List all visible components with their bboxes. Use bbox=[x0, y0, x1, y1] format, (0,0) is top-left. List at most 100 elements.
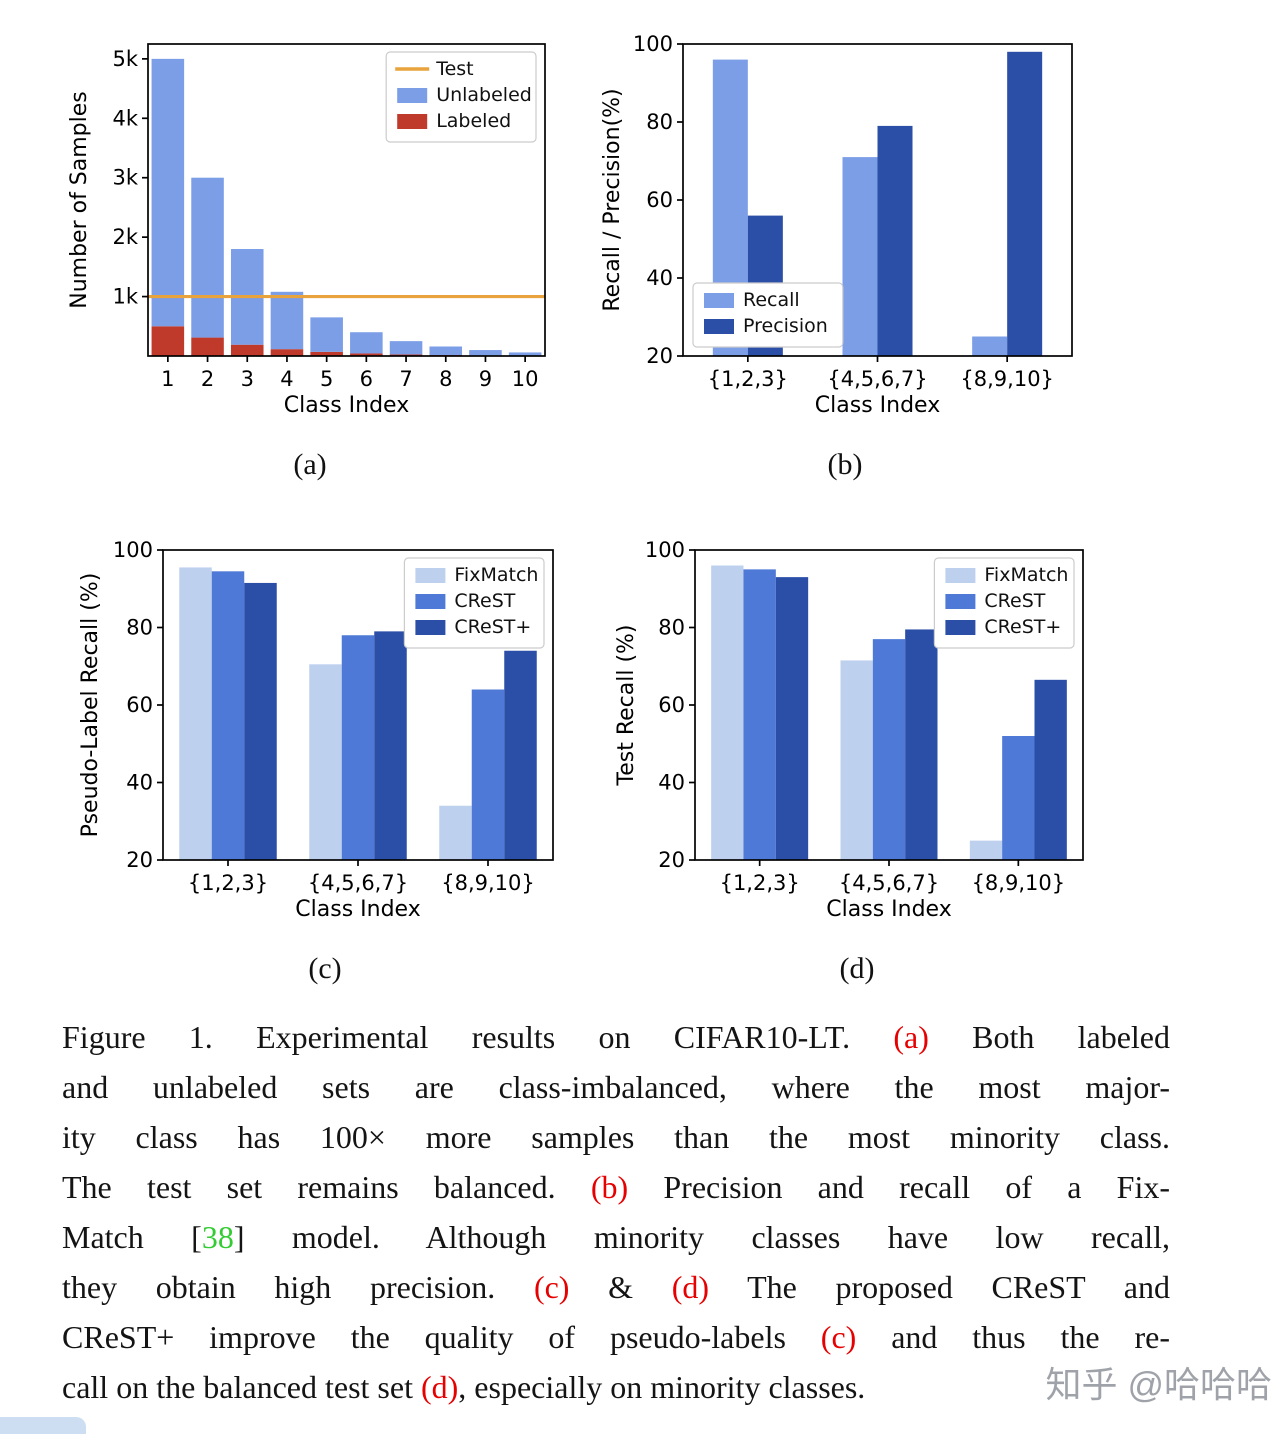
x-tick-label: {4,5,6,7} bbox=[839, 871, 939, 895]
chart-svg-a: 1k 2k 3k 4k 5k 1 2 3 4 5 6 7 8 9 10 Class Index Number o… bbox=[67, 43, 546, 418]
bar-crest bbox=[471, 689, 505, 860]
bar-fixmatch bbox=[969, 840, 1003, 860]
legend-swatch-rect bbox=[704, 293, 734, 308]
bar-crest bbox=[872, 639, 906, 860]
bar-crest+ bbox=[775, 577, 809, 860]
y-tick-label: 1k bbox=[112, 285, 138, 309]
caption-text: & bbox=[569, 1269, 672, 1305]
caption-text: Figure 1. Experimental results on CIFAR1… bbox=[62, 1019, 894, 1055]
bar-precision bbox=[877, 125, 913, 357]
bar-fixmatch bbox=[179, 567, 212, 860]
x-tick-label: {8,9,10} bbox=[441, 871, 535, 895]
y-axis-label: Number of Samples bbox=[67, 91, 92, 309]
x-tick-label: {8,9,10} bbox=[972, 871, 1066, 895]
bar-crest+ bbox=[374, 631, 407, 860]
legend-swatch-rect bbox=[397, 88, 428, 103]
bar-crest+ bbox=[504, 650, 537, 860]
panel-label-a: (a) bbox=[293, 448, 327, 481]
caption-line: Match [38] model. Although minority clas… bbox=[62, 1212, 1170, 1262]
bar-labeled bbox=[350, 353, 383, 356]
legend-swatch-rect bbox=[415, 594, 446, 609]
legend-swatch-rect bbox=[415, 620, 446, 635]
chart-d-test-recall: 20 40 60 80 100 {1,2,3} {4,5,6,7} {8,9,10} Class… bbox=[607, 520, 1107, 922]
bar-labeled bbox=[230, 344, 264, 356]
legend-label: Test bbox=[435, 58, 473, 80]
legend-label: Precision bbox=[743, 315, 828, 337]
legend-label: CReST+ bbox=[454, 616, 531, 638]
bar-crest+ bbox=[1034, 679, 1067, 860]
bar-precision bbox=[1007, 51, 1043, 357]
corner-decoration bbox=[0, 1417, 86, 1434]
bar-unlabeled bbox=[469, 350, 502, 356]
bar-labeled bbox=[191, 337, 224, 356]
axes-frame bbox=[147, 43, 546, 357]
y-axis-label: Recall / Precision(%) bbox=[600, 88, 625, 311]
caption-text: , especially on minority classes. bbox=[458, 1369, 866, 1405]
legend-swatch-rect bbox=[704, 319, 734, 334]
legend-label: Labeled bbox=[436, 110, 511, 132]
bar-unlabeled bbox=[191, 177, 224, 338]
bar-unlabeled bbox=[310, 317, 343, 352]
caption-text: Match [ bbox=[62, 1219, 202, 1255]
x-tick-label: {8,9,10} bbox=[960, 367, 1054, 391]
bar-unlabeled bbox=[350, 332, 383, 354]
panel-label-b: (b) bbox=[827, 448, 863, 481]
y-tick-label: 60 bbox=[126, 693, 153, 717]
caption-line: The test set remains balanced. (b) Preci… bbox=[62, 1162, 1170, 1212]
bar-unlabeled bbox=[429, 346, 463, 356]
x-tick-label: {1,2,3} bbox=[720, 871, 800, 895]
x-tick-label: 3 bbox=[241, 367, 254, 391]
caption-text: CReST+ improve the quality of pseudo-lab… bbox=[62, 1319, 821, 1355]
chart-a-class-distribution: 1k 2k 3k 4k 5k 1 2 3 4 5 6 7 8 9 10 Class Index Number o… bbox=[60, 15, 560, 418]
bar-fixmatch bbox=[309, 664, 342, 860]
x-tick-label: 4 bbox=[280, 367, 293, 391]
x-tick-label: 6 bbox=[360, 367, 373, 391]
caption-text: ity class has 100× more samples than the… bbox=[62, 1119, 1170, 1155]
legend-label: Recall bbox=[743, 289, 800, 311]
x-tick-label: 9 bbox=[479, 367, 492, 391]
caption-line: CReST+ improve the quality of pseudo-lab… bbox=[62, 1312, 1170, 1362]
legend-label: FixMatch bbox=[454, 564, 538, 586]
caption-ref-red: (c) bbox=[533, 1269, 570, 1305]
caption-ref-red: (d) bbox=[671, 1269, 709, 1305]
legend-swatch-rect bbox=[945, 568, 976, 583]
y-tick-label: 20 bbox=[658, 848, 685, 872]
y-tick-label: 60 bbox=[646, 188, 673, 212]
bar-unlabeled bbox=[389, 341, 423, 355]
y-tick-label: 60 bbox=[658, 693, 685, 717]
y-tick-label: 40 bbox=[126, 771, 153, 795]
bar-unlabeled bbox=[508, 352, 542, 356]
caption-ref-red: (a) bbox=[893, 1019, 929, 1055]
bar-crest bbox=[743, 569, 776, 860]
legend-swatch-rect bbox=[945, 620, 976, 635]
y-tick-label: 3k bbox=[112, 166, 138, 190]
bar-recall bbox=[972, 336, 1008, 356]
bar-crest+ bbox=[905, 629, 938, 860]
caption-line: ity class has 100× more samples than the… bbox=[62, 1112, 1170, 1162]
y-tick-label: 40 bbox=[658, 771, 685, 795]
legend-label: Unlabeled bbox=[436, 84, 532, 106]
y-tick-label: 100 bbox=[645, 538, 685, 562]
legend-swatch-rect bbox=[397, 114, 428, 129]
x-tick-label: 10 bbox=[512, 367, 539, 391]
y-tick-label: 2k bbox=[112, 225, 138, 249]
bar-fixmatch bbox=[439, 805, 472, 860]
caption-ref-red: (d) bbox=[420, 1369, 459, 1405]
y-tick-label: 20 bbox=[646, 344, 673, 368]
caption-line: and unlabeled sets are class-imbalanced,… bbox=[62, 1062, 1170, 1112]
legend-swatch-rect bbox=[945, 594, 976, 609]
caption-line: call on the balanced test set (d), espec… bbox=[62, 1362, 1170, 1412]
caption-text: they obtain high precision. bbox=[62, 1269, 534, 1305]
x-tick-label: 2 bbox=[201, 367, 214, 391]
bar-unlabeled bbox=[151, 58, 185, 327]
bar-crest bbox=[1002, 736, 1035, 860]
caption-line: Figure 1. Experimental results on CIFAR1… bbox=[62, 1012, 1170, 1062]
caption-text: Precision and recall of a Fix- bbox=[628, 1169, 1170, 1205]
legend-label: CReST bbox=[454, 590, 515, 612]
y-tick-label: 80 bbox=[646, 110, 673, 134]
x-axis-label: Class Index bbox=[284, 393, 409, 415]
y-tick-label: 100 bbox=[633, 32, 673, 56]
y-tick-label: 80 bbox=[126, 616, 153, 640]
caption-line: they obtain high precision. (c) & (d) Th… bbox=[62, 1262, 1170, 1312]
legend-swatch-rect bbox=[415, 568, 446, 583]
